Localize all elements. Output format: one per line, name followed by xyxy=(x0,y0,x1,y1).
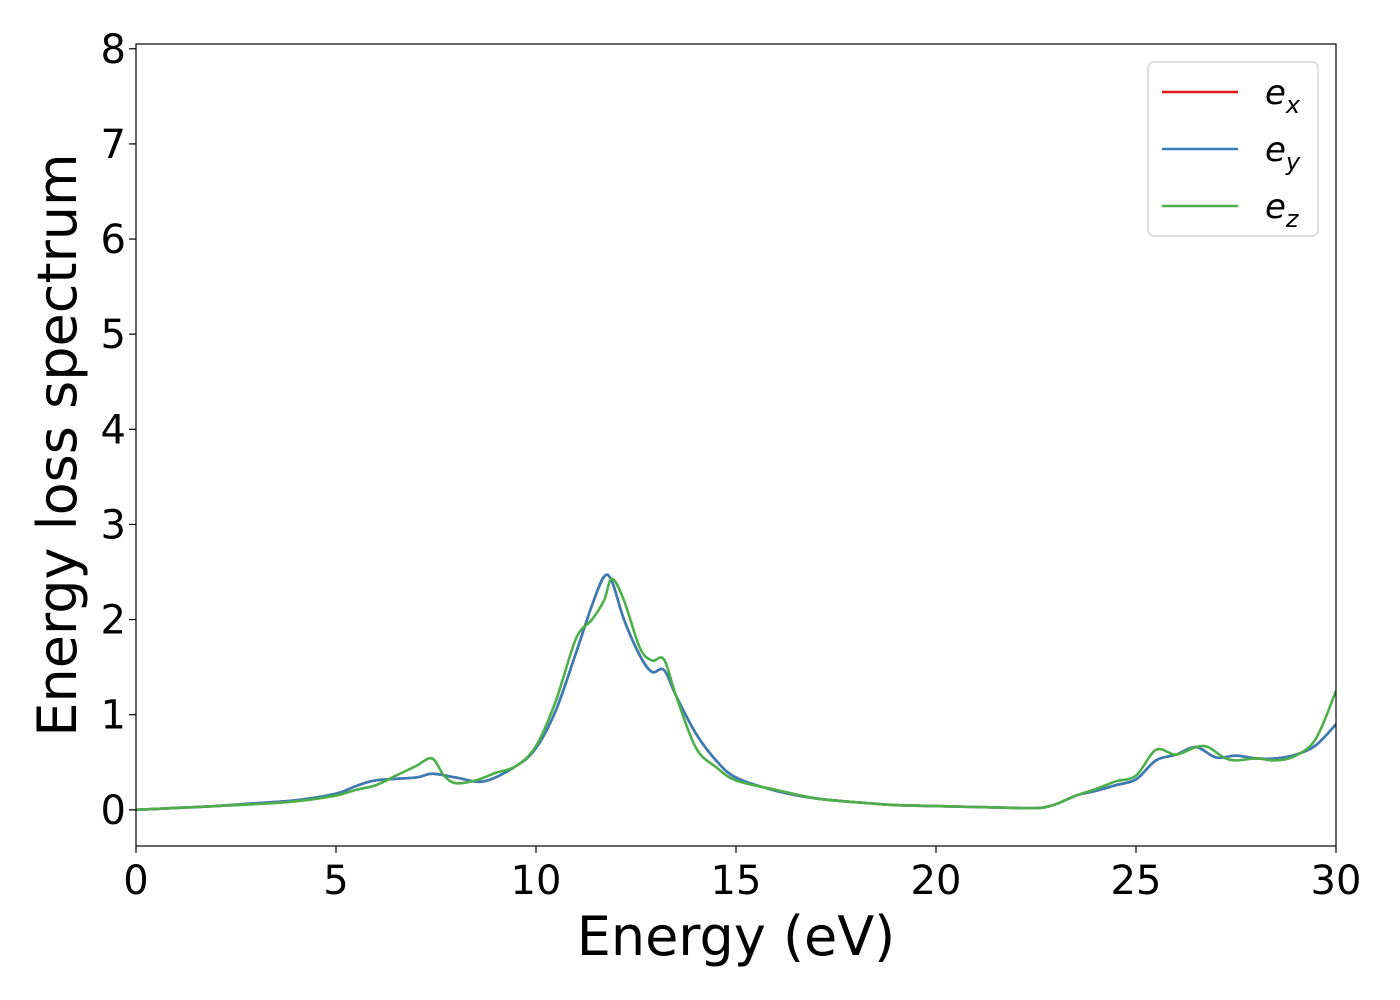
legend-label-ey: ey xyxy=(1265,130,1301,176)
y-axis-label: Energy loss spectrum xyxy=(26,153,89,736)
legend-label-base: e xyxy=(1265,130,1286,170)
legend-label-ex: ex xyxy=(1265,73,1301,119)
y-axis: 0 1 2 3 4 5 6 7 8 xyxy=(101,27,136,834)
x-tick-label: 15 xyxy=(711,858,762,904)
y-tick-label: 0 xyxy=(101,788,126,834)
series-layer xyxy=(136,573,1336,812)
x-tick-label: 30 xyxy=(1311,858,1362,904)
x-tick-label: 0 xyxy=(123,858,148,904)
y-tick-label: 6 xyxy=(101,217,126,263)
legend-label-ez: ez xyxy=(1265,187,1300,233)
y-tick-label: 3 xyxy=(101,502,126,548)
legend-label-subscript: y xyxy=(1285,148,1301,176)
y-tick-label: 4 xyxy=(101,407,126,453)
legend-label-subscript: z xyxy=(1285,205,1300,233)
x-tick-label: 5 xyxy=(323,858,348,904)
legend-label-base: e xyxy=(1265,187,1286,227)
x-tick-label: 25 xyxy=(1111,858,1162,904)
x-axis: 0 5 10 15 20 25 30 xyxy=(123,846,1361,904)
y-tick-label: 7 xyxy=(101,122,126,168)
x-axis-label: Energy (eV) xyxy=(577,905,896,968)
legend-label-base: e xyxy=(1265,73,1286,113)
y-tick-label: 1 xyxy=(101,693,126,739)
x-tick-label: 10 xyxy=(511,858,562,904)
y-tick-label: 2 xyxy=(101,598,126,644)
series-line-ez xyxy=(136,577,1336,812)
legend-label-subscript: x xyxy=(1285,91,1301,119)
y-tick-label: 5 xyxy=(101,312,126,358)
x-tick-label: 20 xyxy=(911,858,962,904)
y-tick-label: 8 xyxy=(101,27,126,73)
